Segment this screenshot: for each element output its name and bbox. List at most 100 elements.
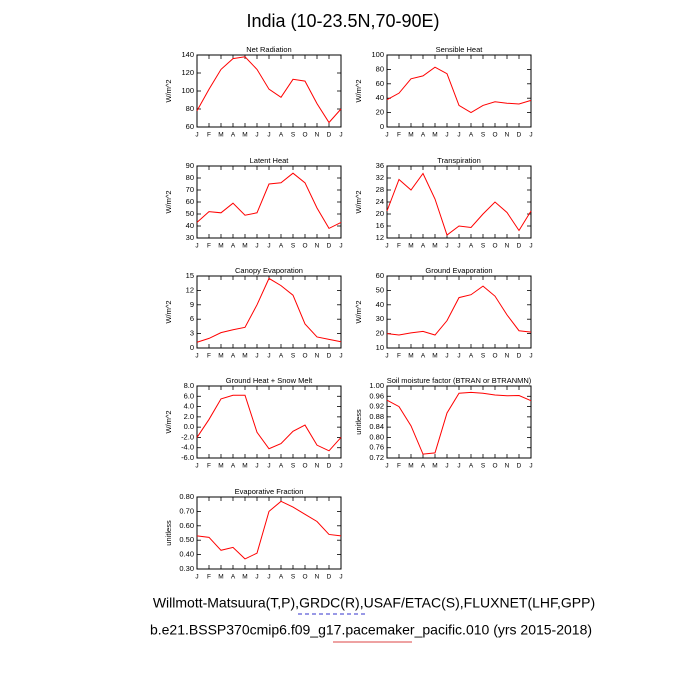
x-tick-label: A (421, 353, 426, 360)
x-tick-label: J (457, 132, 460, 139)
x-tick-label: A (231, 574, 236, 581)
y-tick-label: 0 (380, 122, 384, 131)
x-tick-label: M (218, 463, 223, 470)
x-tick-label: N (315, 463, 320, 470)
x-tick-label: D (327, 243, 332, 250)
x-tick-label: J (267, 353, 270, 360)
x-tick-label: J (255, 243, 258, 250)
data-line (196, 394, 342, 452)
footer-line: b.e21.BSSP370cmip6.f09_g17.pacemaker_pac… (150, 622, 592, 638)
x-tick-label: A (421, 243, 426, 250)
x-tick-label: J (255, 574, 258, 581)
y-tick-label: 9 (190, 300, 194, 309)
y-axis-label: W/m^2 (164, 190, 173, 213)
x-tick-label: F (397, 463, 401, 470)
y-tick-label: 10 (376, 343, 384, 352)
x-tick-label: D (517, 353, 522, 360)
x-tick-label: J (255, 353, 258, 360)
y-tick-label: 60 (376, 79, 384, 88)
x-tick-label: N (505, 243, 510, 250)
y-tick-label: 0.84 (369, 422, 384, 431)
x-tick-label: F (207, 463, 211, 470)
y-tick-label: 32 (376, 173, 384, 182)
y-tick-label: 0.80 (369, 432, 384, 441)
y-tick-label: 6.0 (184, 391, 194, 400)
y-tick-label: 30 (376, 314, 384, 323)
x-tick-label: J (195, 463, 198, 470)
y-tick-label: 0.96 (369, 391, 384, 400)
x-tick-label: J (339, 132, 342, 139)
x-tick-label: M (218, 132, 223, 139)
x-tick-label: J (195, 243, 198, 250)
y-tick-label: 0 (190, 343, 194, 352)
x-tick-label: D (327, 132, 332, 139)
y-tick-label: 0.76 (369, 443, 384, 452)
panel-title: Ground Evaporation (425, 266, 492, 275)
x-tick-label: M (432, 463, 437, 470)
x-tick-label: M (242, 243, 247, 250)
x-tick-label: J (195, 353, 198, 360)
y-tick-label: 20 (376, 108, 384, 117)
x-tick-label: J (195, 132, 198, 139)
x-tick-label: J (339, 574, 342, 581)
x-tick-label: O (302, 243, 307, 250)
x-tick-label: M (408, 132, 413, 139)
x-tick-label: J (529, 353, 532, 360)
x-tick-label: N (315, 353, 320, 360)
x-tick-label: O (492, 243, 497, 250)
x-tick-label: S (481, 243, 486, 250)
y-axis-label: W/m^2 (164, 300, 173, 323)
y-tick-label: 0.88 (369, 412, 384, 421)
y-tick-label: 0.70 (179, 506, 194, 515)
y-tick-label: 16 (376, 221, 384, 230)
y-tick-label: 70 (186, 185, 194, 194)
y-tick-label: 30 (186, 233, 194, 242)
x-tick-label: D (327, 463, 332, 470)
x-tick-label: A (231, 243, 236, 250)
x-tick-label: O (492, 353, 497, 360)
y-tick-label: 0.60 (179, 521, 194, 530)
y-tick-label: 0.30 (179, 564, 194, 573)
x-tick-label: O (302, 353, 307, 360)
panel-title: Sensible Heat (436, 45, 484, 54)
y-tick-label: 1.00 (369, 381, 384, 390)
x-tick-label: J (339, 353, 342, 360)
data-line (386, 172, 532, 236)
x-tick-label: D (327, 353, 332, 360)
x-tick-label: J (445, 243, 448, 250)
y-tick-label: -4.0 (181, 443, 194, 452)
y-tick-label: 8.0 (184, 381, 194, 390)
y-tick-label: 28 (376, 185, 384, 194)
data-line (386, 285, 532, 336)
y-tick-label: 60 (376, 271, 384, 280)
data-line (386, 391, 532, 455)
y-tick-label: 0.72 (369, 453, 384, 462)
x-tick-label: A (231, 353, 236, 360)
x-tick-label: S (481, 132, 486, 139)
panel-title: Soil moisture factor (BTRAN or BTRANMN) (387, 376, 532, 385)
x-tick-label: M (242, 463, 247, 470)
x-tick-label: M (218, 353, 223, 360)
y-tick-label: 60 (186, 197, 194, 206)
y-tick-label: -2.0 (181, 432, 194, 441)
y-tick-label: 40 (376, 93, 384, 102)
x-tick-label: F (207, 132, 211, 139)
footer-line: Willmott-Matsuura(T,P),GRDC(R),USAF/ETAC… (153, 595, 595, 611)
y-tick-label: 90 (186, 161, 194, 170)
y-tick-label: 140 (181, 50, 194, 59)
x-tick-label: M (218, 574, 223, 581)
x-tick-label: A (421, 132, 426, 139)
x-tick-label: M (408, 243, 413, 250)
y-axis-label: W/m^2 (164, 410, 173, 433)
x-tick-label: J (267, 574, 270, 581)
x-tick-label: N (315, 243, 320, 250)
x-tick-label: F (207, 574, 211, 581)
y-tick-label: 50 (186, 209, 194, 218)
x-tick-label: D (517, 243, 522, 250)
x-tick-label: A (231, 132, 236, 139)
y-tick-label: 6 (190, 314, 194, 323)
x-tick-label: S (291, 132, 296, 139)
